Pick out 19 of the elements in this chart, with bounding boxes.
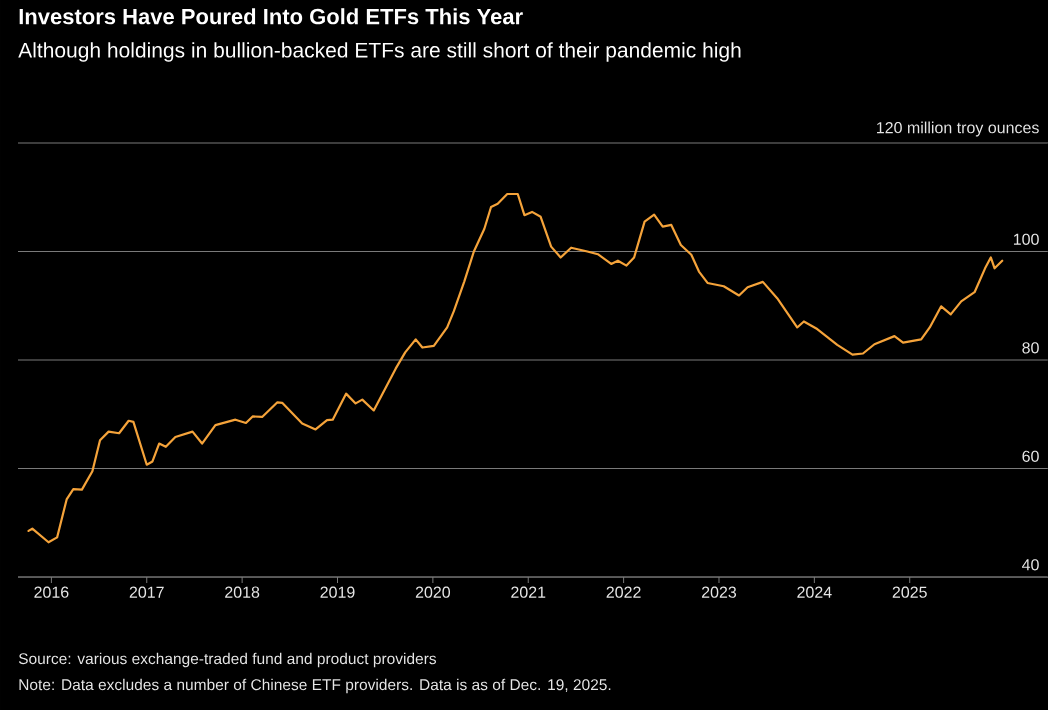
x-tick-label: 2022 [606, 586, 641, 598]
y-tick-label: 80 [1022, 342, 1039, 354]
x-tick-label: 2021 [511, 586, 546, 598]
y-tick-label: 40 [1022, 559, 1039, 571]
chart-subtitle: Although holdings in bullion-backed ETFs are still short of their pandemic high [18, 42, 741, 62]
x-tick-label: 2018 [225, 586, 260, 598]
chart-title: Investors Have Poured Into Gold ETFs This Year [19, 8, 523, 25]
x-tick-label: 2017 [129, 586, 164, 598]
x-tick-label: 2020 [415, 586, 451, 598]
y-tick-label: 120 million troy ounces [877, 121, 1039, 137]
y-tick-label: 100 [1013, 233, 1039, 245]
text: Note: Data excludes a number of Chinese ETF providers. Data is as of Dec. 19, 2025. [19, 678, 611, 694]
x-tick-label: 2025 [892, 586, 927, 598]
y-tick-label: 60 [1022, 450, 1039, 462]
x-tick-label: 2019 [320, 586, 355, 598]
x-tick-label: 2016 [34, 586, 69, 598]
source-note: Source: various exchange-traded fund and product providers [18, 652, 437, 668]
x-tick-label: 2023 [701, 586, 737, 598]
x-tick-label: 2024 [797, 586, 832, 598]
